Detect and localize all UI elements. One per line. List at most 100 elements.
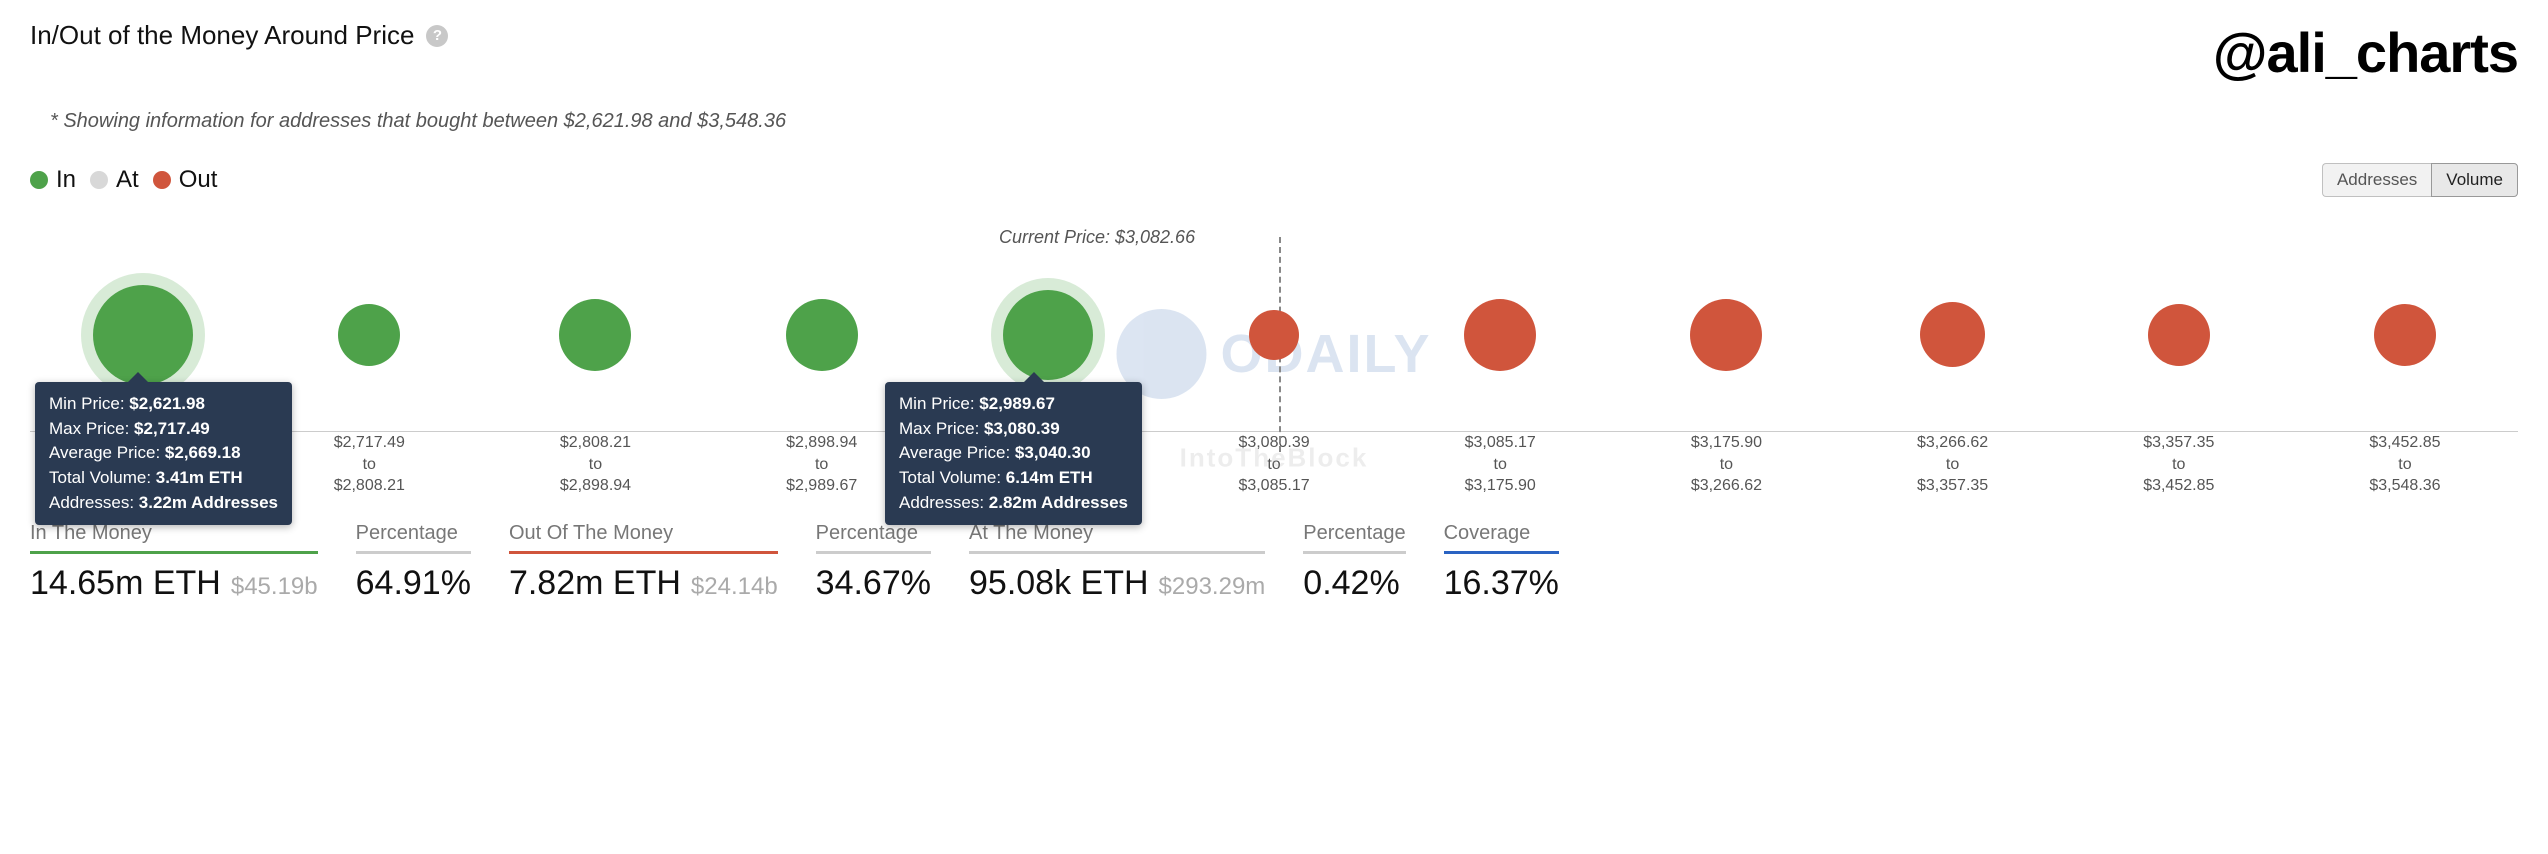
bucket-label: $3,357.35to$3,452.85 (2143, 432, 2214, 497)
tooltip-row: Min Price: $2,989.67 (899, 392, 1128, 417)
stat-sub: $24.14b (691, 573, 778, 601)
bucket-to-word: to (1691, 454, 1762, 476)
bubble (1690, 299, 1762, 371)
stat-value: 7.82m ETH $24.14b (509, 564, 778, 603)
help-icon[interactable]: ? (426, 25, 448, 47)
tooltip-row: Average Price: $2,669.18 (49, 441, 278, 466)
stat-block-3: Percentage 34.67% (816, 522, 931, 603)
tooltip-arrow (1022, 372, 1046, 384)
legend-item-in[interactable]: In (30, 166, 76, 194)
bubble-zone (1613, 237, 1839, 432)
stat-value: 34.67% (816, 564, 931, 603)
bucket-label: $2,717.49to$2,808.21 (334, 432, 405, 497)
tooltip-0: Min Price: $2,621.98Max Price: $2,717.49… (35, 382, 292, 525)
legend-label-at: At (116, 166, 139, 194)
legend: In At Out (30, 166, 217, 194)
bucket-to: $3,175.90 (1465, 475, 1536, 497)
stat-label: Out Of The Money (509, 522, 778, 554)
bucket-6[interactable]: $3,085.17to$3,175.90 (1387, 237, 1613, 497)
bubble (2148, 304, 2210, 366)
bubble (1249, 310, 1299, 360)
bucket-9[interactable]: $3,357.35to$3,452.85 (2066, 237, 2292, 497)
stat-label: In The Money (30, 522, 318, 554)
tooltip-row: Max Price: $3,080.39 (899, 417, 1128, 442)
bubble (786, 299, 858, 371)
bubble-zone (1840, 237, 2066, 432)
title-text: In/Out of the Money Around Price (30, 20, 414, 51)
stats-row: In The Money 14.65m ETH $45.19b Percentage… (30, 522, 2518, 603)
bucket-to-word: to (1465, 454, 1536, 476)
stat-value: 16.37% (1444, 564, 1559, 603)
stat-value: 95.08k ETH $293.29m (969, 564, 1265, 603)
bucket-from: $3,080.39 (1238, 432, 1309, 454)
bucket-8[interactable]: $3,266.62to$3,357.35 (1840, 237, 2066, 497)
legend-row: In At Out Addresses Volume (30, 163, 2518, 197)
buckets-container: $2,621.98to$2,717.49$2,717.49to$2,808.21… (30, 237, 2518, 497)
legend-dot-in (30, 171, 48, 189)
bucket-to-word: to (334, 454, 405, 476)
stat-block-4: At The Money95.08k ETH $293.29m (969, 522, 1265, 603)
current-price-label: Current Price: $3,082.66 (999, 227, 1195, 248)
author-handle: @ali_charts (2213, 20, 2518, 85)
tooltip-row: Average Price: $3,040.30 (899, 441, 1128, 466)
tooltip-row: Addresses: 2.82m Addresses (899, 491, 1128, 516)
stat-value: 14.65m ETH $45.19b (30, 564, 318, 603)
tooltip-row: Min Price: $2,621.98 (49, 392, 278, 417)
bucket-to: $3,085.17 (1238, 475, 1309, 497)
toggle-addresses[interactable]: Addresses (2322, 163, 2431, 197)
bucket-to-word: to (1917, 454, 1988, 476)
stat-block-6: Coverage 16.37% (1444, 522, 1559, 603)
legend-item-at[interactable]: At (90, 166, 139, 194)
bucket-label: $3,175.90to$3,266.62 (1691, 432, 1762, 497)
bucket-to: $3,357.35 (1917, 475, 1988, 497)
bucket-label: $2,898.94to$2,989.67 (786, 432, 857, 497)
chart-area: ODAILY IntoTheBlock Current Price: $3,08… (30, 237, 2518, 497)
subtitle-text: * Showing information for addresses that… (50, 110, 2518, 133)
stat-block-2: Out Of The Money 7.82m ETH $24.14b (509, 522, 778, 603)
stat-label: Percentage (816, 522, 931, 554)
legend-item-out[interactable]: Out (153, 166, 218, 194)
bubble-zone (1161, 237, 1387, 432)
tooltip-row: Total Volume: 6.14m ETH (899, 466, 1128, 491)
stat-label: Coverage (1444, 522, 1559, 554)
legend-label-in: In (56, 166, 76, 194)
legend-label-out: Out (179, 166, 218, 194)
stat-label: Percentage (356, 522, 471, 554)
stat-sub: $293.29m (1159, 573, 1266, 601)
tooltip-arrow (126, 372, 150, 384)
stat-block-0: In The Money 14.65m ETH $45.19b (30, 522, 318, 603)
legend-dot-at (90, 171, 108, 189)
bucket-to-word: to (786, 454, 857, 476)
bucket-from: $3,085.17 (1465, 432, 1536, 454)
bucket-5[interactable]: $3,080.39to$3,085.17 (1161, 237, 1387, 497)
bucket-2[interactable]: $2,808.21to$2,898.94 (482, 237, 708, 497)
bubble (559, 299, 631, 371)
bucket-to: $2,989.67 (786, 475, 857, 497)
bucket-to: $3,452.85 (2143, 475, 2214, 497)
bucket-7[interactable]: $3,175.90to$3,266.62 (1613, 237, 1839, 497)
bucket-from: $2,898.94 (786, 432, 857, 454)
bucket-label: $2,808.21to$2,898.94 (560, 432, 631, 497)
stat-value: 64.91% (356, 564, 471, 603)
stat-block-5: Percentage0.42% (1303, 522, 1405, 603)
bubble (1464, 299, 1536, 371)
bucket-to-word: to (1238, 454, 1309, 476)
bucket-10[interactable]: $3,452.85to$3,548.36 (2292, 237, 2518, 497)
bucket-label: $3,080.39to$3,085.17 (1238, 432, 1309, 497)
bubble-zone (2292, 237, 2518, 432)
bucket-to: $2,898.94 (560, 475, 631, 497)
page-title: In/Out of the Money Around Price ? (30, 20, 448, 51)
toggle-volume[interactable]: Volume (2431, 163, 2518, 197)
bucket-to-word: to (2143, 454, 2214, 476)
stat-label: Percentage (1303, 522, 1405, 554)
bucket-from: $2,808.21 (560, 432, 631, 454)
tooltip-1: Min Price: $2,989.67Max Price: $3,080.39… (885, 382, 1142, 525)
legend-dot-out (153, 171, 171, 189)
bucket-label: $3,085.17to$3,175.90 (1465, 432, 1536, 497)
header-row: In/Out of the Money Around Price ? @ali_… (30, 20, 2518, 85)
tooltip-row: Max Price: $2,717.49 (49, 417, 278, 442)
bubble (1003, 290, 1093, 380)
bucket-to-word: to (2369, 454, 2440, 476)
tooltip-row: Addresses: 3.22m Addresses (49, 491, 278, 516)
bucket-to: $2,808.21 (334, 475, 405, 497)
